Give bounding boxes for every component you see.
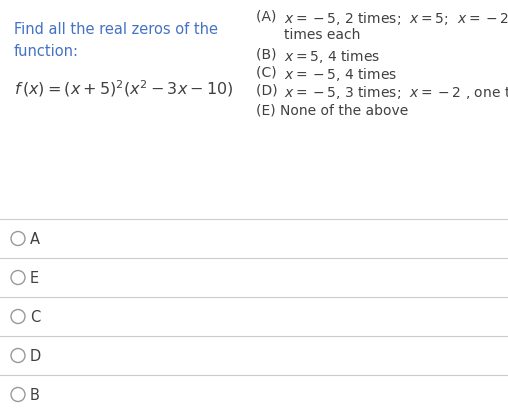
Text: C: C	[30, 309, 40, 324]
Text: E: E	[30, 271, 39, 285]
Text: $x = -5$, 3 times;  $x = -2$ , one time: $x = -5$, 3 times; $x = -2$ , one time	[284, 84, 508, 101]
Text: function:: function:	[14, 44, 79, 59]
Text: (C): (C)	[256, 66, 281, 80]
Text: D: D	[30, 348, 41, 363]
Text: (A): (A)	[256, 10, 281, 24]
Text: times each: times each	[284, 28, 360, 42]
Text: (D): (D)	[256, 84, 282, 98]
Text: $x = -5$, 2 times;  $x = 5$;  $x = -2$ , 3: $x = -5$, 2 times; $x = 5$; $x = -2$ , 3	[284, 10, 508, 27]
Text: B: B	[30, 387, 40, 402]
Text: (B): (B)	[256, 48, 281, 62]
Text: (E) None of the above: (E) None of the above	[256, 103, 408, 117]
Text: Find all the real zeros of the: Find all the real zeros of the	[14, 22, 218, 37]
Text: $\mathit{f}\,(x) = (x+5)^2(x^2-3x-10)$: $\mathit{f}\,(x) = (x+5)^2(x^2-3x-10)$	[14, 78, 234, 98]
Text: $x = 5$, 4 times: $x = 5$, 4 times	[284, 48, 380, 65]
Text: $x = -5$, 4 times: $x = -5$, 4 times	[284, 66, 397, 83]
Text: A: A	[30, 231, 40, 247]
